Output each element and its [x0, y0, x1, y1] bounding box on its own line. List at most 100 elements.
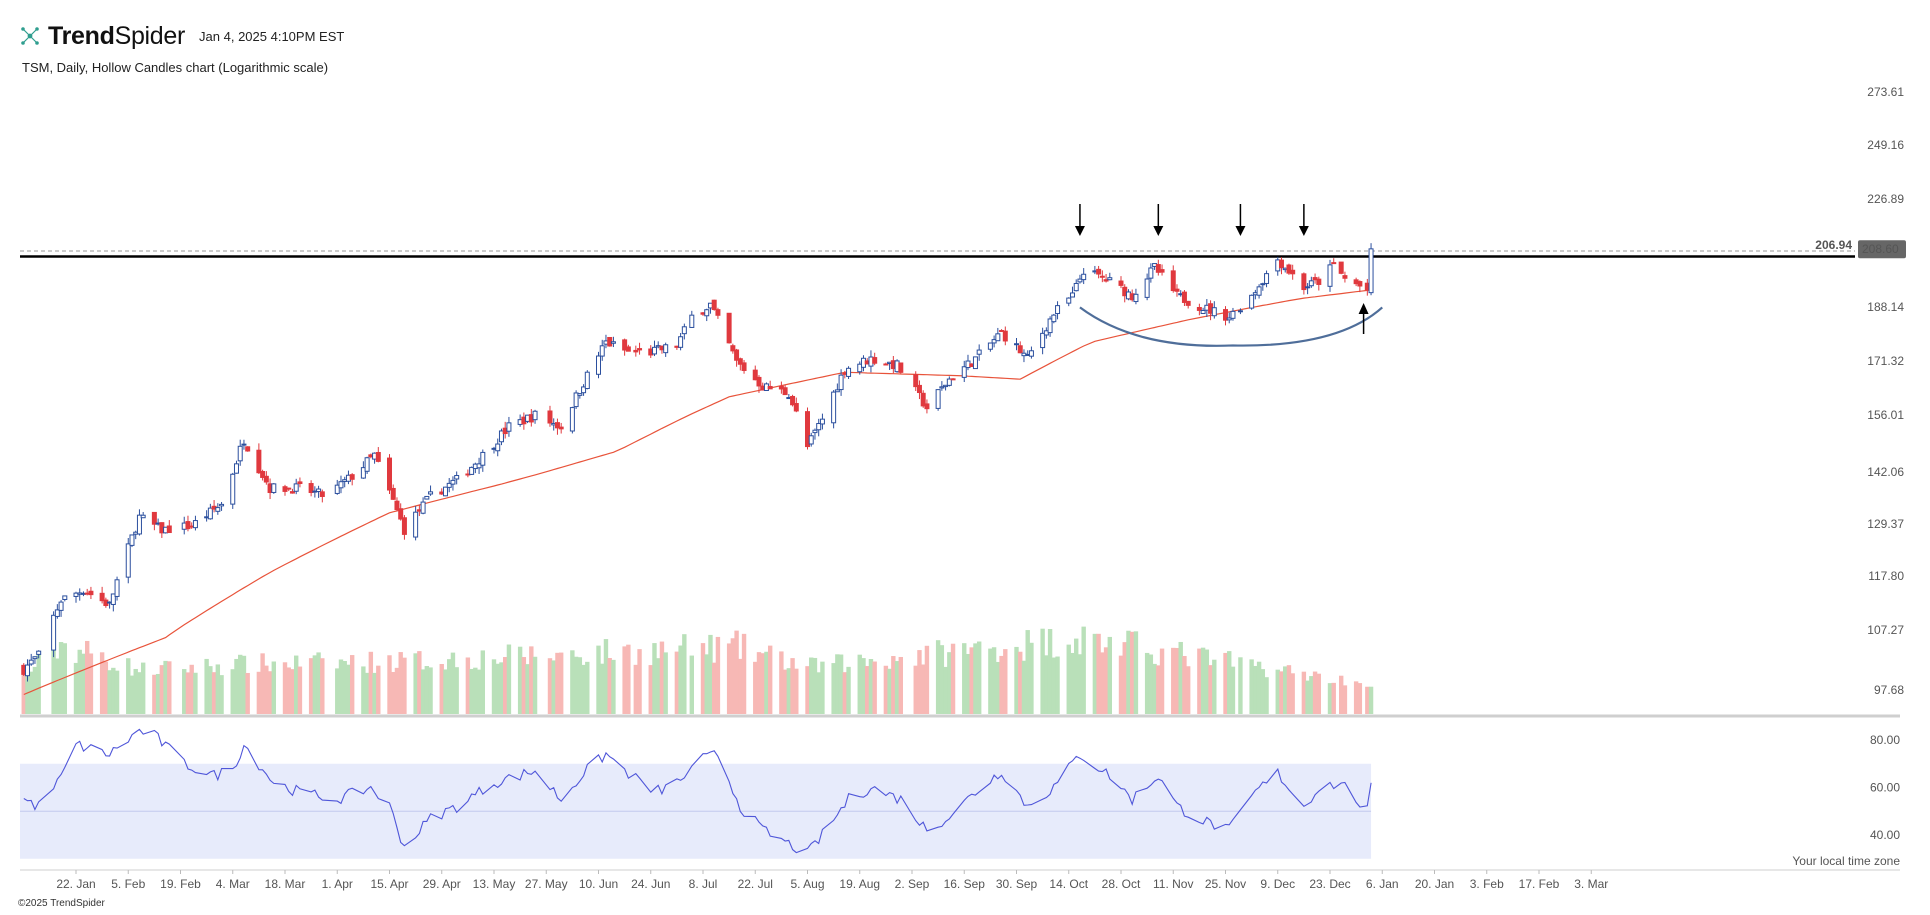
candle-body	[857, 363, 863, 373]
volume-bar	[1003, 649, 1008, 714]
volume-bar	[320, 658, 325, 714]
time-tick-label: 20. Jan	[1415, 877, 1454, 891]
candle-body	[793, 403, 799, 412]
volume-bar	[1126, 630, 1131, 714]
volume-bar	[499, 662, 504, 714]
volume-bar	[1264, 677, 1269, 714]
time-tick-label: 2. Sep	[895, 877, 930, 891]
volume-bar	[846, 666, 851, 714]
volume-bar	[1249, 659, 1254, 714]
volume-bar	[872, 661, 877, 714]
volume-bar	[730, 638, 736, 714]
candle-body	[428, 491, 434, 495]
volume-bar	[1021, 660, 1027, 714]
candle-body	[233, 463, 239, 474]
candle-body	[215, 507, 221, 512]
volume-bar	[1338, 675, 1344, 714]
volume-bar	[1312, 671, 1318, 714]
volume-bar	[282, 662, 288, 714]
volume-bar	[502, 657, 508, 714]
volume-bar	[1122, 642, 1127, 714]
candle-body	[1338, 261, 1344, 274]
candle-body	[1305, 286, 1311, 289]
volume-bar	[663, 652, 668, 714]
candle-body	[808, 435, 814, 445]
timestamp: Jan 4, 2025 4:10PM EST	[199, 28, 345, 44]
candle-body	[991, 339, 997, 344]
time-tick-label: 18. Mar	[265, 877, 306, 891]
volume-bar	[570, 650, 575, 714]
candle-body	[297, 481, 303, 485]
time-tick-label: 4. Mar	[216, 877, 250, 891]
volume-bar	[1051, 657, 1057, 714]
candle-body	[413, 511, 419, 538]
time-tick-label: 6. Jan	[1366, 877, 1399, 891]
volume-bar	[1103, 647, 1109, 714]
candle-body	[1081, 273, 1087, 281]
volume-bar	[215, 664, 221, 714]
volume-bar	[99, 652, 105, 714]
volume-bar	[917, 650, 922, 714]
candle-body	[577, 393, 583, 396]
volume-bar	[454, 667, 459, 714]
volume-bar	[111, 667, 116, 714]
candle-body	[166, 525, 172, 534]
volume-bar	[230, 669, 235, 714]
candle-body	[334, 484, 340, 494]
volume-bar	[107, 670, 112, 714]
volume-bar	[55, 658, 60, 714]
candle-body	[756, 376, 762, 387]
candle-body	[622, 339, 628, 351]
volume-bar	[1047, 629, 1053, 714]
volume-bar	[208, 666, 213, 714]
volume-bar	[506, 644, 512, 714]
volume-bar	[585, 661, 590, 714]
price-tick-label: 249.16	[1867, 138, 1904, 152]
volume-bar	[969, 647, 974, 714]
volume-bar	[1309, 676, 1314, 714]
rsi-tick-label: 60.00	[1870, 781, 1900, 795]
candle-body	[782, 387, 788, 396]
volume-bar	[1279, 671, 1284, 714]
candle-body	[99, 592, 105, 602]
volume-bar	[439, 664, 444, 714]
up-arrow-icon	[1358, 303, 1369, 314]
volume-bar	[820, 661, 825, 714]
candle-body	[1357, 281, 1363, 287]
volume-bar	[36, 653, 41, 714]
candle-body	[1122, 286, 1128, 297]
candle-body	[398, 508, 404, 520]
candle-body	[349, 474, 355, 480]
volume-bar	[689, 655, 695, 714]
candle-body	[961, 366, 967, 378]
volume-bar	[1118, 655, 1124, 714]
down-arrow-icon	[1074, 226, 1085, 236]
candle-body	[920, 392, 926, 407]
volume-bar	[521, 657, 527, 714]
volume-bar	[764, 651, 769, 714]
candle-body	[289, 491, 295, 494]
cup-curve[interactable]	[1079, 306, 1383, 347]
volume-bar	[391, 671, 396, 714]
candle-body	[1017, 345, 1023, 354]
candle-body	[129, 534, 135, 546]
candle-body	[387, 457, 392, 491]
volume-bar	[62, 643, 68, 714]
time-tick-label: 30. Sep	[996, 877, 1038, 891]
volume-bar	[297, 666, 303, 714]
candle-body	[898, 362, 904, 373]
volume-bars	[21, 626, 1374, 714]
price-tick-label: 107.27	[1867, 623, 1904, 637]
candle-body	[480, 451, 486, 466]
candle-body	[1002, 330, 1008, 342]
candle-body	[207, 507, 213, 520]
volume-bar	[517, 646, 523, 714]
volume-bar	[738, 658, 743, 714]
volume-bar	[293, 655, 299, 714]
sma-line	[23, 289, 1372, 696]
candle-body	[364, 457, 370, 472]
time-tick-label: 29. Apr	[423, 877, 461, 891]
candle-body	[558, 426, 564, 430]
volume-bar	[1275, 669, 1280, 714]
